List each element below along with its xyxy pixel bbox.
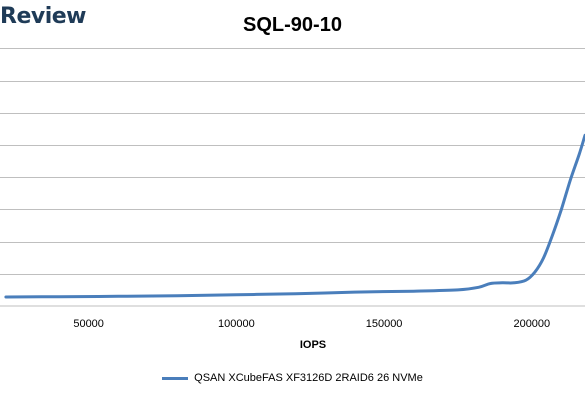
legend-swatch [162, 376, 189, 380]
x-tick-label: 50000 [73, 318, 104, 330]
x-tick-labels: 50000 100000 150000 200000 [73, 318, 550, 330]
x-tick-label: 200000 [513, 318, 550, 330]
legend: QSAN XCubeFAS XF3126D 2RAID6 26 NVMe [0, 372, 585, 384]
chart-title: SQL-90-10 [243, 14, 342, 36]
x-tick-label: 150000 [366, 318, 403, 330]
legend-label: QSAN XCubeFAS XF3126D 2RAID6 26 NVMe [194, 372, 423, 384]
review-logo: Review [0, 4, 87, 29]
x-axis-label: IOPS [300, 339, 326, 351]
gridlines [0, 48, 585, 275]
series-line [4, 133, 585, 299]
x-tick-label: 100000 [218, 318, 255, 330]
